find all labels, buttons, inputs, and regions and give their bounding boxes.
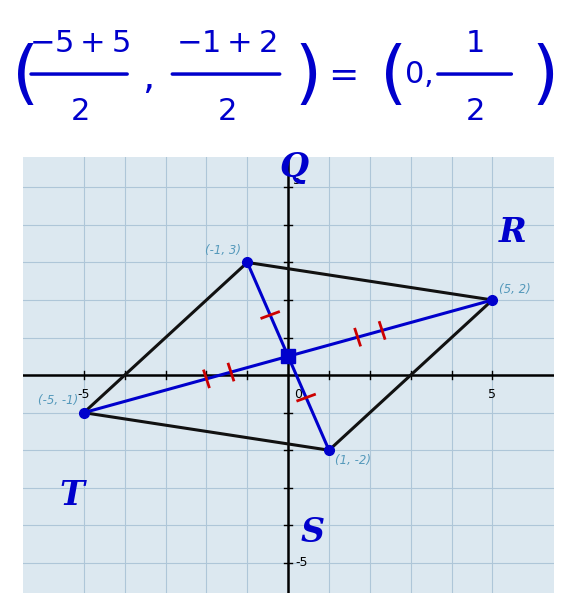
Text: $-1+2$: $-1+2$ (176, 28, 276, 59)
Text: 0: 0 (294, 388, 302, 401)
Text: $($: $($ (379, 44, 402, 111)
Text: (-1, 3): (-1, 3) (205, 244, 241, 257)
Text: (1, -2): (1, -2) (335, 454, 371, 467)
Text: $-5+5$: $-5+5$ (28, 28, 130, 59)
Text: $2$: $2$ (70, 96, 88, 126)
Text: $2$: $2$ (466, 96, 484, 126)
Text: -5: -5 (77, 388, 90, 401)
Text: $0,$: $0,$ (404, 59, 432, 90)
Text: -5: -5 (295, 557, 308, 569)
Text: $2$: $2$ (217, 96, 235, 126)
Text: 5: 5 (488, 388, 497, 401)
Text: T: T (59, 479, 84, 512)
Text: R: R (499, 216, 527, 249)
Text: Q: Q (280, 151, 309, 183)
Text: $=$: $=$ (321, 57, 357, 91)
Text: S: S (301, 516, 325, 549)
Text: $)$: $)$ (294, 44, 317, 111)
Text: (5, 2): (5, 2) (498, 283, 531, 296)
Text: 5: 5 (293, 174, 301, 188)
Text: $1$: $1$ (466, 28, 484, 59)
Text: $($: $($ (11, 44, 35, 111)
Text: $,$: $,$ (142, 59, 152, 96)
Text: (-5, -1): (-5, -1) (37, 394, 78, 407)
Text: $)$: $)$ (531, 44, 554, 111)
